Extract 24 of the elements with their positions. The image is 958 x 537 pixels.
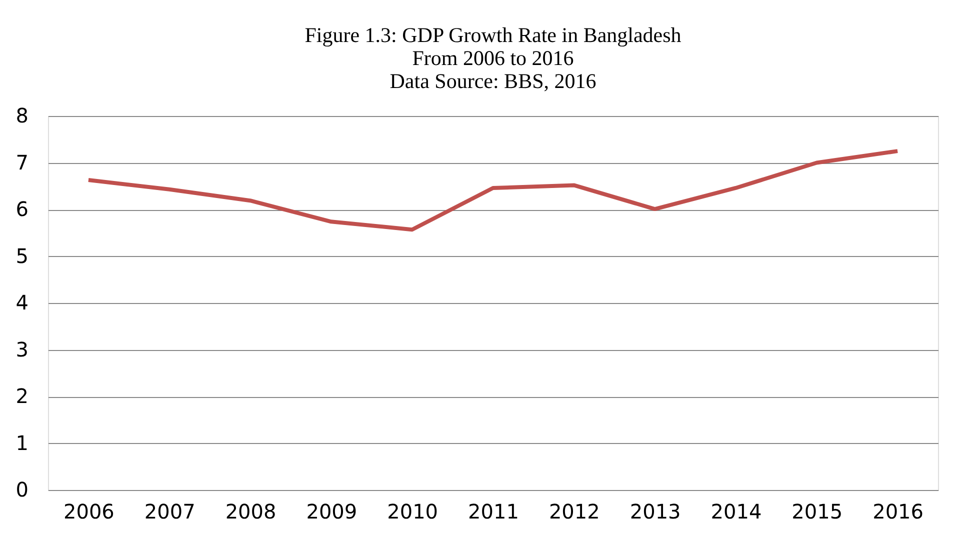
x-tick-label: 2016 — [872, 500, 924, 524]
y-tick-label: 4 — [16, 290, 28, 314]
x-tick-label: 2013 — [630, 500, 681, 524]
y-tick-label: 0 — [16, 478, 28, 502]
x-tick-label: 2007 — [144, 500, 196, 524]
x-tick-label: 2008 — [225, 500, 276, 524]
y-tick-label: 1 — [16, 430, 28, 455]
y-tick-label: 7 — [16, 150, 28, 174]
y-tick-label: 5 — [16, 244, 28, 268]
x-tick-label: 2010 — [387, 500, 438, 524]
line-series — [86, 149, 900, 232]
x-tick-label: 2006 — [64, 500, 114, 524]
chart-title: Figure 1.3: GDP Growth Rate in Bangladesh — [304, 23, 682, 47]
y-tick-label: 6 — [16, 197, 28, 221]
chart-subtitle: From 2006 to 2016 — [412, 46, 574, 70]
y-tick-label: 2 — [16, 384, 28, 408]
x-tick-label: 2014 — [710, 500, 762, 524]
y-tick-label: 3 — [16, 337, 28, 362]
y-tick-label: 8 — [16, 104, 28, 128]
x-tick-label: 2011 — [468, 500, 519, 524]
x-tick-label: 2015 — [792, 500, 843, 524]
x-tick-label: 2009 — [306, 500, 358, 524]
x-tick-label: 2012 — [548, 500, 600, 524]
source-note: Data Source: BBS, 2016 — [390, 69, 596, 93]
